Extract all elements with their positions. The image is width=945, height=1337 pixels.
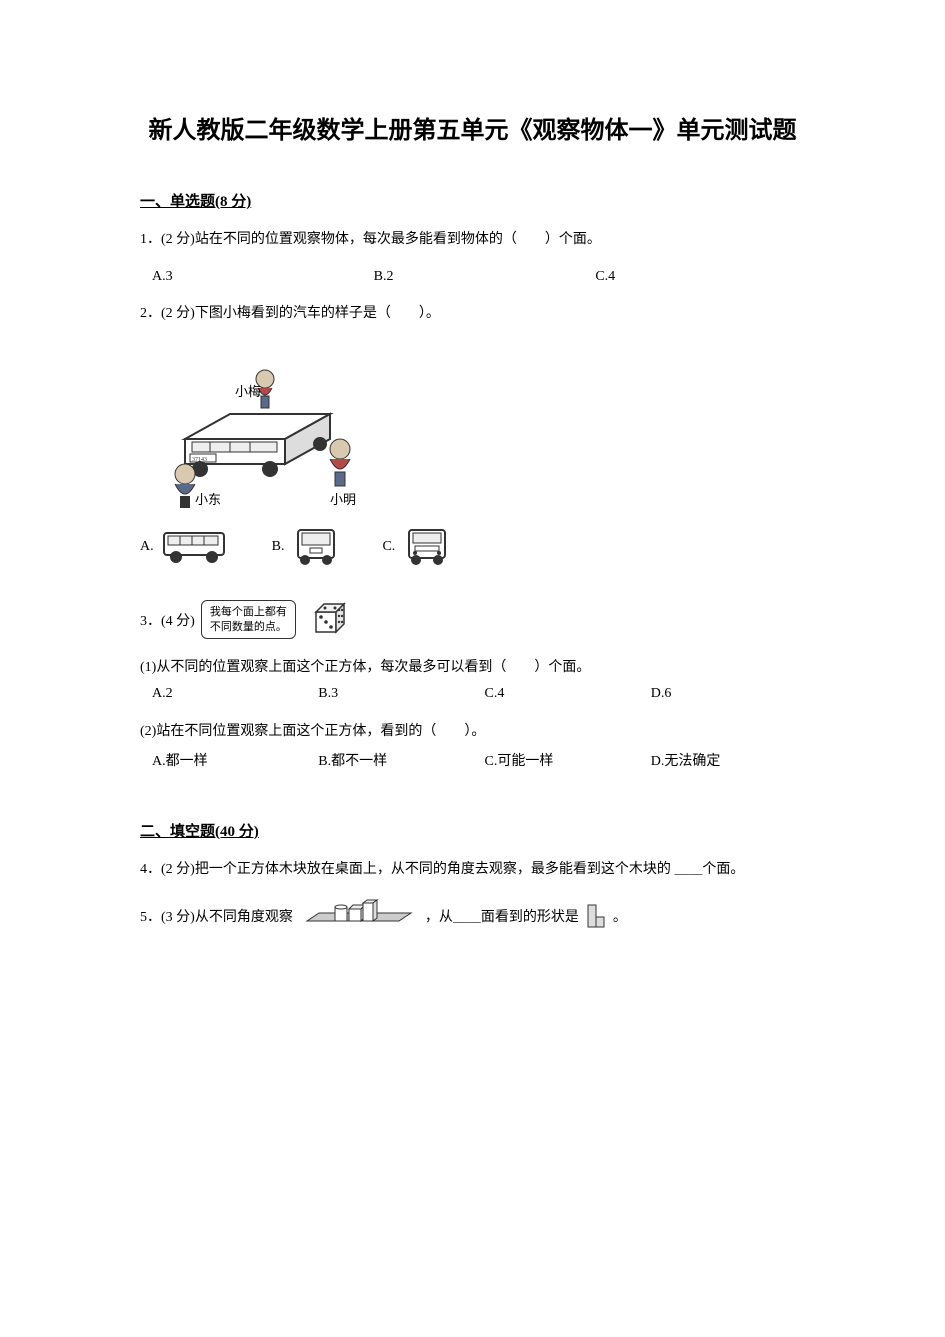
q5-part1: 5．(3 分)从不同角度观察 [140, 906, 293, 926]
answer-shape-icon [585, 902, 607, 930]
q2-option-c-label: C. [382, 539, 395, 555]
q1-options: A.3 B.2 C.4 [140, 269, 805, 285]
bus-back-icon [290, 526, 342, 568]
svg-text:小东: 小东 [195, 492, 221, 507]
q3-sub1-a: A.2 [140, 686, 306, 702]
q2-option-a-label: A. [140, 539, 154, 555]
bus-front-icon [401, 526, 453, 568]
q1-text: 1．(2 分)站在不同的位置观察物体，每次最多能看到物体的（ ）个面。 [140, 229, 805, 251]
blocks-on-table-icon [299, 899, 419, 933]
q3-sub1-d: D.6 [639, 686, 805, 702]
page-title: 新人教版二年级数学上册第五单元《观察物体一》单元测试题 [140, 110, 805, 145]
svg-text:小梅: 小梅 [235, 384, 261, 399]
q4-text: 4．(2 分)把一个正方体木块放在桌面上，从不同的角度去观察，最多能看到这个木块… [140, 859, 805, 881]
q2-option-c: C. [382, 526, 453, 568]
bus-side-icon [160, 527, 232, 567]
q3-sub2-text: (2)站在不同位置观察上面这个正方体，看到的（ ）。 [140, 720, 805, 740]
q5-part3: 。 [613, 906, 627, 926]
q5-line: 5．(3 分)从不同角度观察 ，从＿＿面看到的形状是 。 [140, 899, 805, 933]
q1-option-a: A.3 [140, 269, 362, 285]
q5-part2: ，从＿＿面看到的形状是 [425, 906, 579, 926]
q3-sub1-c: C.4 [473, 686, 639, 702]
speech-line1: 我每个面上都有 [210, 605, 287, 619]
page-container: 新人教版二年级数学上册第五单元《观察物体一》单元测试题 一、单选题(8 分) 1… [0, 0, 945, 933]
section2-header: 二、填空题(40 分) [140, 820, 805, 841]
q2-option-b: B. [272, 526, 343, 568]
q1-option-c: C.4 [583, 269, 805, 285]
q3-sub1-options: A.2 B.3 C.4 D.6 [140, 686, 805, 702]
q3-prefix: 3．(4 分) [140, 610, 195, 630]
section1-header: 一、单选题(8 分) [140, 190, 805, 211]
q2-option-b-label: B. [272, 539, 285, 555]
speech-line2: 不同数量的点。 [210, 620, 287, 634]
q3-sub2-c: C.可能一样 [473, 750, 639, 770]
q2-figure: 37143 小梅 小东 小明 [140, 344, 805, 514]
q3-sub1-b: B.3 [306, 686, 472, 702]
q3-sub2-d: D.无法确定 [639, 750, 805, 770]
q1-option-b: B.2 [362, 269, 584, 285]
q3-row: 3．(4 分) 我每个面上都有 不同数量的点。 [140, 598, 805, 642]
svg-text:小明: 小明 [330, 492, 356, 507]
q3-speech-bubble: 我每个面上都有 不同数量的点。 [201, 600, 296, 639]
q3-sub1-text: (1)从不同的位置观察上面这个正方体，每次最多可以看到（ ）个面。 [140, 656, 805, 676]
q2-options: A. B. C. [140, 526, 805, 568]
q3-sub2-a: A.都一样 [140, 750, 306, 770]
dice-icon [302, 598, 350, 642]
q2-option-a: A. [140, 527, 232, 567]
q3-sub2-options: A.都一样 B.都不一样 C.可能一样 D.无法确定 [140, 750, 805, 770]
q3-sub2-b: B.都不一样 [306, 750, 472, 770]
q2-text: 2．(2 分)下图小梅看到的汽车的样子是（ ）。 [140, 303, 805, 325]
bus-people-figure: 37143 小梅 小东 小明 [140, 344, 390, 514]
